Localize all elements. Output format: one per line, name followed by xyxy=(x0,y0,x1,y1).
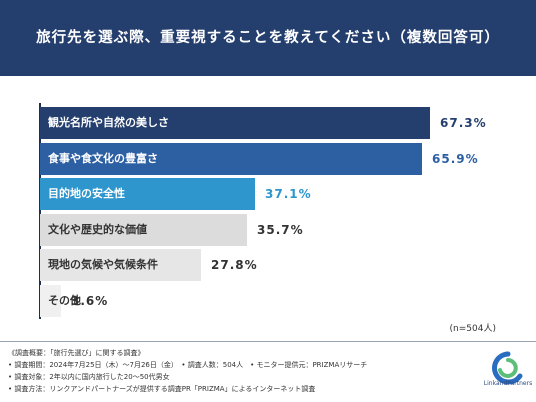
bar xyxy=(40,249,201,281)
bar-value-label: 37.1% xyxy=(265,187,312,201)
axis-line xyxy=(39,103,41,319)
bar-label: 文化や歴史的な価値 xyxy=(48,222,147,236)
company-logo-text: LinkandPartners xyxy=(483,380,533,387)
bar-label: 現地の気候や気候条件 xyxy=(48,258,158,271)
survey-footer: 《調査概要：「旅行先選び」に関する調査》 • 調査期間：2024年7月25日（木… xyxy=(8,347,367,395)
bar xyxy=(40,213,247,246)
bar xyxy=(40,107,430,139)
bar-value-label: 3.6% xyxy=(71,293,109,308)
footer-line: • 調査方法：リンクアンドパートナーズが提供する調査PR「PRIZMA」によるイ… xyxy=(8,385,316,393)
bar-label: 食事や食文化の豊富さ xyxy=(48,151,158,165)
bar-label: 目的地の安全性 xyxy=(48,187,125,200)
bar xyxy=(40,142,422,175)
header-banner: 旅行先を選ぶ際、重要視することを教えてください（複数回答可） xyxy=(0,0,536,76)
bar-label: 観光名所や自然の美しさ xyxy=(48,116,169,129)
bar-label: その他 xyxy=(48,293,81,307)
page-title: 旅行先を選ぶ際、重要視することを教えてください（複数回答可） xyxy=(36,30,500,46)
bar xyxy=(40,178,255,210)
bar-value-label: 67.3% xyxy=(440,116,487,130)
footer-divider xyxy=(0,341,536,342)
bar-value-label: 65.9% xyxy=(432,151,479,166)
footer-line: 《調査概要：「旅行先選び」に関する調査》 xyxy=(8,349,145,357)
footer-line: • 調査期間：2024年7月25日（木）〜7月26日（金） • 調査人数：504… xyxy=(8,361,368,369)
footer-line: • 調査対象：2年以内に国内旅行した20〜50代男女 xyxy=(8,373,170,381)
bar xyxy=(40,284,61,317)
bar-value-label: 27.8% xyxy=(211,258,258,272)
bar-value-label: 35.7% xyxy=(257,222,304,237)
sample-size-note: (n=504人) xyxy=(449,324,496,334)
company-logo-icon xyxy=(492,351,523,385)
